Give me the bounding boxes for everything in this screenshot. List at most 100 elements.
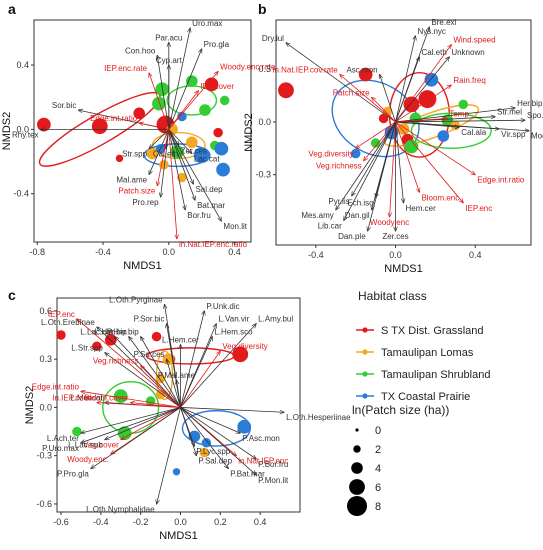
vector-arrow	[81, 391, 181, 408]
x-tick-label: -0.4	[93, 517, 109, 527]
vector-label: Cyp.art	[156, 56, 183, 65]
vector-label: Bor.fru	[187, 211, 211, 220]
panel-label: a	[8, 1, 16, 17]
site-point	[92, 341, 102, 352]
vector-label: Edge.int.ratio	[477, 176, 525, 185]
x-tick-label: -0.2	[133, 517, 149, 527]
legend-size-item: 0	[375, 425, 381, 437]
vector-arrow	[161, 129, 170, 197]
panel-label: b	[258, 1, 267, 17]
vector-arrow	[105, 353, 181, 408]
vector-label: L.Oth.Nymphalidae	[86, 505, 155, 514]
y-tick-label: -0.3	[255, 170, 271, 180]
vector-arrow	[105, 407, 181, 439]
vector-arrow	[168, 129, 222, 221]
vector-label: Sor.bic	[52, 101, 76, 110]
site-point	[91, 118, 108, 135]
vector-label: Patch.size	[118, 187, 155, 196]
vector-label: Patch.size	[333, 88, 370, 97]
site-point	[370, 138, 381, 148]
panel-label: c	[8, 287, 16, 303]
vector-arrow	[395, 85, 452, 123]
site-point	[186, 75, 198, 87]
vector-label: Str.spp	[122, 150, 147, 159]
vector-arrow	[368, 121, 396, 231]
vector-arrow	[180, 324, 256, 408]
legend-dot	[362, 393, 368, 399]
vector-label: Edge.int.ratio	[32, 382, 80, 391]
vector-label: Mal.ame	[116, 175, 147, 184]
vector-arrow	[352, 121, 396, 196]
vector-label: P.Mon.lit	[258, 476, 289, 485]
vector-label: Hem.cer	[406, 204, 437, 213]
site-point	[56, 330, 66, 340]
vector-label: Her.bip	[517, 99, 543, 108]
vector-arrow	[157, 407, 181, 504]
x-tick-label: 0.0	[163, 247, 176, 257]
vector-arrow	[395, 121, 476, 175]
y-tick-label: 0.0	[39, 402, 52, 412]
vector-label: Bloom.enc	[421, 193, 459, 202]
vector-arrow	[180, 407, 228, 468]
vector-label: Pro.gla	[204, 40, 230, 49]
site-point	[151, 331, 162, 342]
vector-arrow	[129, 337, 181, 408]
vector-arrow	[395, 121, 404, 203]
site-point	[378, 113, 389, 124]
vector-label: Woody.enc.	[67, 455, 109, 464]
panel-c: c -0.6 -0.4 -0.2 0.0 0.2 0.4 -0.6 -0.3 0.0 0.3 0.6 N…	[8, 287, 351, 542]
vector-arrow	[372, 97, 396, 123]
vector-arrow	[139, 123, 169, 130]
vector-label: IEP.enc	[465, 204, 492, 213]
y-tick-label: -0.3	[36, 451, 52, 461]
vector-label: Str.mel	[497, 108, 522, 117]
site-point	[232, 346, 249, 363]
site-point	[214, 141, 229, 156]
vector-label: L.Moc.lat	[70, 394, 103, 403]
vector-label: Veg.diversity	[308, 149, 353, 158]
vector-arrow	[180, 351, 220, 408]
vector-label: Mon.lit	[223, 222, 247, 231]
legend-habitat-item: TX Coastal Prairie	[381, 391, 470, 403]
vector-label: Zer.ces	[181, 146, 207, 155]
vector-label: P.Lyc.spp	[196, 447, 230, 456]
vector-label: Vir.spp	[501, 130, 526, 139]
vector-label: Moc.Lat	[531, 132, 543, 141]
y-axis-title: NMDS2	[243, 113, 255, 152]
vector-label: Bat.mar	[197, 201, 225, 210]
vector-label: Mes.amy	[301, 211, 333, 220]
site-point	[216, 162, 230, 177]
vector-label: Veg.richness	[93, 357, 139, 366]
vector-arrow	[286, 43, 396, 123]
vector-arrow	[395, 121, 420, 192]
site-point	[237, 419, 252, 434]
x-axis-title: NMDS1	[123, 260, 162, 272]
legend-size-dot	[349, 479, 365, 495]
vector-arrow	[395, 57, 420, 123]
vector-arrow	[81, 407, 181, 442]
vector-arrow	[344, 121, 396, 220]
legend: Habitat class S TX Dist. Grassland Tamauli…	[347, 289, 490, 516]
vector-arrow	[167, 359, 181, 408]
vector-arrow	[177, 380, 181, 408]
vector-arrow	[168, 49, 202, 130]
vector-label: P.Sal.dep	[198, 457, 232, 466]
site-point	[186, 136, 198, 149]
vector-arrow	[395, 57, 450, 123]
ellipse-tamaulipan-shrubland	[410, 112, 492, 150]
site-point	[219, 95, 230, 106]
site-point	[188, 430, 201, 443]
vector-label: Woody.enc.rate	[220, 62, 276, 71]
vector-label: Bre.exi	[431, 18, 456, 27]
legend-dot	[362, 371, 368, 377]
legend-habitat-item: S TX Dist. Grassland	[381, 325, 484, 337]
site-point	[152, 96, 166, 111]
vector-label: L.Oth.Erebinae	[41, 318, 95, 327]
vector-arrow	[168, 129, 195, 200]
vector-label: IEP.enc	[48, 310, 75, 319]
vector-label: Sal.dep	[195, 185, 223, 194]
vector-label: Woody.enc	[370, 218, 409, 227]
site-point	[159, 160, 169, 170]
vector-label: P.Uro.max	[42, 444, 79, 453]
